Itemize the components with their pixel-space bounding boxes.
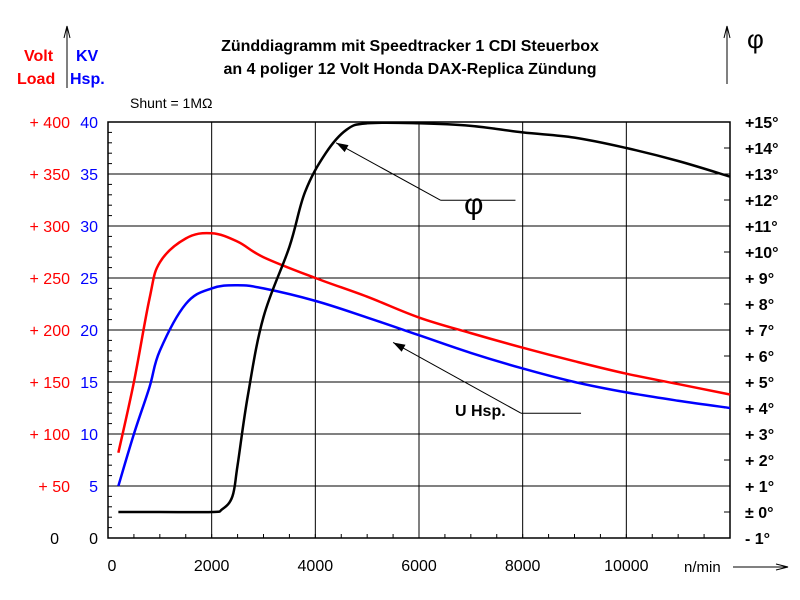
load-tick-label: + 350 (30, 167, 71, 184)
hsp-tick-label: 5 (89, 479, 98, 496)
phi-tick-label: + 7° (745, 323, 774, 340)
hsp-tick-label: 30 (80, 219, 98, 236)
load-tick-label: + 300 (30, 219, 71, 236)
phi-tick-label: +14° (745, 141, 779, 158)
hsp-tick-label: 0 (89, 531, 98, 548)
phi-annotation-label: φ (464, 188, 483, 221)
phi-tick-label: + 9° (745, 271, 774, 288)
phi-tick-label: + 8° (745, 297, 774, 314)
shunt-note: Shunt = 1MΩ (130, 95, 212, 111)
phi-tick-label: + 6° (745, 349, 774, 366)
hsp-tick-label: 25 (80, 271, 98, 288)
phi-tick-label: +10° (745, 245, 779, 262)
hsp-annotation-arrowhead (393, 342, 406, 352)
x-tick-label: 8000 (505, 558, 541, 575)
load-tick-label: + 400 (30, 115, 71, 132)
x-tick-label: 4000 (298, 558, 334, 575)
load-axis-header-bottom: Load (17, 71, 55, 88)
series-lines (117, 121, 731, 514)
load-tick-label: 0 (50, 531, 59, 548)
horizontal-gridlines (107, 121, 731, 539)
x-tick-label: 2000 (194, 558, 230, 575)
phi-tick-label: + 1° (745, 479, 774, 496)
phi-tick-label: + 4° (745, 401, 774, 418)
load-tick-label: + 150 (30, 375, 71, 392)
x-tick-label: 0 (108, 558, 117, 575)
load-axis-header-top: Volt (24, 48, 54, 65)
hsp-tick-label: 40 (80, 115, 98, 132)
x-axis-label: n/min (684, 559, 721, 576)
phi-tick-label: ± 0° (745, 505, 774, 522)
hsp-tick-labels: 0 5 10 15 20 25 30 35 40 (80, 115, 98, 548)
hsp-axis-header-bottom: Hsp. (70, 71, 105, 88)
right-axis-arrow-head (723, 25, 731, 39)
x-tick-label: 10000 (604, 558, 649, 575)
hsp-tick-label: 10 (80, 427, 98, 444)
x-tick-labels: 0 2000 4000 6000 8000 10000 (108, 558, 649, 575)
phi-tick-label: + 5° (745, 375, 774, 392)
x-tick-label: 6000 (401, 558, 437, 575)
load-series-line (117, 231, 731, 453)
hsp-annotation-leader (392, 342, 522, 414)
phi-tick-label: +11° (745, 219, 778, 236)
phi-tick-label: - 1° (745, 531, 770, 548)
phi-tick-labels: - 1° ± 0° + 1° + 2° + 3° + 4° + 5° + 6° + 7° + 8°… (745, 115, 779, 548)
phi-annotation-arrowhead (336, 142, 349, 153)
load-tick-label: + 50 (38, 479, 70, 496)
x-axis-arrow-head (775, 563, 789, 571)
phi-tick-label: +12° (745, 193, 779, 210)
chart-title-line-2: an 4 poliger 12 Volt Honda DAX-Replica Z… (223, 61, 596, 78)
load-tick-label: + 200 (30, 323, 71, 340)
phi-tick-label: + 2° (745, 453, 774, 470)
phi-tick-label: +15° (745, 115, 779, 132)
chart-title-line-1: Zünddiagramm mit Speedtracker 1 CDI Steu… (221, 38, 599, 55)
hsp-annotation-label: U Hsp. (455, 403, 506, 420)
hsp-series-line (117, 284, 731, 487)
hsp-tick-label: 20 (80, 323, 98, 340)
hsp-tick-label: 35 (80, 167, 98, 184)
phi-series-line (118, 121, 731, 514)
load-tick-label: + 100 (30, 427, 71, 444)
hsp-axis-header-top: KV (76, 48, 99, 65)
phi-axis-header: φ (747, 24, 764, 54)
phi-tick-label: + 3° (745, 427, 774, 444)
load-tick-labels: 0 + 50 + 100 + 150 + 200 + 250 + 300 + 350 + 400 (30, 115, 71, 548)
hsp-tick-label: 15 (80, 375, 98, 392)
annotations: φ U Hsp. (335, 142, 582, 420)
left-axis-arrow-head (63, 25, 71, 39)
load-tick-label: + 250 (30, 271, 71, 288)
phi-annotation-leader (335, 142, 441, 201)
phi-tick-label: +13° (745, 167, 779, 184)
